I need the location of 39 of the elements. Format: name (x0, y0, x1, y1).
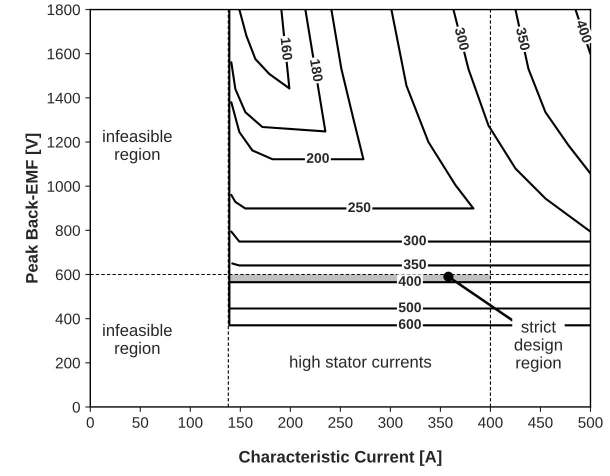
x-tick-label: 0 (86, 417, 94, 428)
annotation: infeasible region (103, 324, 172, 358)
x-tick-label: 250 (328, 417, 353, 428)
annotation: high stator currents (290, 355, 432, 372)
x-tick-label: 300 (378, 417, 403, 428)
series-label: 500 (398, 302, 421, 312)
series-label: 200 (306, 153, 329, 163)
series-label: 600 (398, 319, 421, 330)
x-tick-label: 100 (178, 417, 202, 428)
series-label: 400 (398, 276, 421, 286)
y-tick-label: 600 (56, 269, 80, 280)
x-tick-label: 400 (478, 417, 503, 428)
x-tick-label: 200 (278, 417, 303, 428)
x-tick-label: 450 (528, 417, 553, 428)
y-tick-label: 1600 (48, 48, 80, 60)
x-axis-title: Characteristic Current [A] (239, 450, 442, 466)
text: 400 (576, 19, 592, 44)
series-label: 250 (348, 202, 370, 212)
text: 160 (280, 38, 293, 60)
y-tick-label: 0 (72, 402, 80, 413)
text: 180 (310, 58, 324, 82)
y-tick-label: 1200 (48, 136, 80, 148)
annotation: infeasible region (103, 130, 172, 164)
y-tick-label: 1800 (48, 4, 80, 16)
x-tick-label: 50 (132, 417, 148, 428)
y-tick-label: 200 (56, 358, 80, 369)
annotation: strict design region (514, 320, 562, 372)
x-tick-label: 150 (228, 417, 252, 428)
text: 350 (516, 26, 530, 51)
series-label: 300 (404, 235, 426, 246)
series-label: 350 (404, 259, 426, 270)
y-axis-title: Peak Back-EMF [V] (25, 134, 42, 283)
x-tick-label: 350 (428, 417, 453, 428)
y-tick-label: 1400 (48, 92, 80, 104)
y-tick-label: 400 (55, 314, 80, 324)
x-tick-label: 500 (578, 417, 603, 428)
y-tick-label: 800 (56, 225, 80, 236)
text: 300 (454, 26, 470, 51)
y-tick-label: 1000 (48, 181, 80, 192)
